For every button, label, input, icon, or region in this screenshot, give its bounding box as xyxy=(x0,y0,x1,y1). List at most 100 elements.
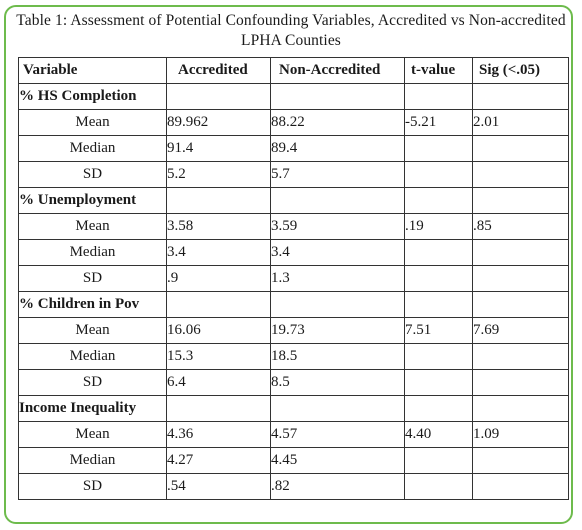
table-row: Median 3.4 3.4 xyxy=(18,239,569,266)
header-sig: Sig (<.05) xyxy=(472,57,569,84)
table-row: Median 91.4 89.4 xyxy=(18,135,569,162)
sig-cell xyxy=(472,343,569,370)
t-value-cell xyxy=(404,239,473,266)
accredited-cell: 4.27 xyxy=(166,447,271,474)
stat-label: Median xyxy=(18,135,167,162)
empty-cell xyxy=(166,187,271,214)
table-row: Median 4.27 4.45 xyxy=(18,447,569,474)
sig-cell xyxy=(472,265,569,292)
t-value-cell: 7.51 xyxy=(404,317,473,344)
empty-cell xyxy=(166,395,271,422)
header-row: Variable Accredited Non-Accredited t-val… xyxy=(18,57,569,84)
sig-cell xyxy=(472,161,569,188)
stat-label: Median xyxy=(18,239,167,266)
empty-cell xyxy=(472,83,569,110)
table-row: SD .9 1.3 xyxy=(18,265,569,292)
empty-cell xyxy=(472,291,569,318)
sig-cell: 1.09 xyxy=(472,421,569,448)
section-title: % Unemployment xyxy=(18,187,167,214)
stat-label: SD xyxy=(18,369,167,396)
empty-cell xyxy=(166,291,271,318)
empty-cell xyxy=(404,83,473,110)
header-t-value: t-value xyxy=(404,57,473,84)
non-accredited-cell: 5.7 xyxy=(270,161,405,188)
header-non-accredited: Non-Accredited xyxy=(270,57,405,84)
stat-label: Median xyxy=(18,447,167,474)
confounding-variables-table: Variable Accredited Non-Accredited t-val… xyxy=(18,57,569,500)
accredited-cell: 89.962 xyxy=(166,109,271,136)
empty-cell xyxy=(472,395,569,422)
t-value-cell: .19 xyxy=(404,213,473,240)
stat-label: SD xyxy=(18,473,167,500)
t-value-cell: 4.40 xyxy=(404,421,473,448)
t-value-cell xyxy=(404,343,473,370)
table-row: Mean 3.58 3.59.19.85 xyxy=(18,213,569,240)
table-row: SD 6.4 8.5 xyxy=(18,369,569,396)
sig-cell xyxy=(472,135,569,162)
non-accredited-cell: .82 xyxy=(270,473,405,500)
empty-cell xyxy=(270,187,405,214)
sig-cell xyxy=(472,447,569,474)
empty-cell xyxy=(404,291,473,318)
section-row: % HS Completion xyxy=(18,83,569,110)
sig-cell xyxy=(472,239,569,266)
table-body: % HS Completion Mean 89.962 88.22 -5.21 2.01 M… xyxy=(18,83,569,500)
non-accredited-cell: 3.4 xyxy=(270,239,405,266)
section-title: % HS Completion xyxy=(18,83,167,110)
section-row: Income Inequality xyxy=(18,395,569,422)
empty-cell xyxy=(270,83,405,110)
table-caption: Table 1: Assessment of Potential Confoun… xyxy=(16,12,566,49)
sig-cell xyxy=(472,473,569,500)
non-accredited-cell: 3.59 xyxy=(270,213,405,240)
sig-cell xyxy=(472,369,569,396)
section-title: Income Inequality xyxy=(18,395,167,422)
empty-cell xyxy=(472,187,569,214)
stat-label: SD xyxy=(18,265,167,292)
stat-label: Mean xyxy=(18,213,167,240)
sig-cell: .85 xyxy=(472,213,569,240)
accredited-cell: 91.4 xyxy=(166,135,271,162)
t-value-cell xyxy=(404,135,473,162)
empty-cell xyxy=(270,291,405,318)
stat-label: Mean xyxy=(18,109,167,136)
stat-label: Mean xyxy=(18,421,167,448)
section-title: % Children in Pov xyxy=(18,291,167,318)
accredited-cell: 6.4 xyxy=(166,369,271,396)
t-value-cell xyxy=(404,369,473,396)
t-value-cell xyxy=(404,473,473,500)
accredited-cell: 3.4 xyxy=(166,239,271,266)
table-row: Mean 16.06 19.73 7.51 7.69 xyxy=(18,317,569,344)
empty-cell xyxy=(404,187,473,214)
table-row: SD .54.82 xyxy=(18,473,569,500)
table-frame xyxy=(4,5,573,524)
table-row: SD 5.2 5.7 xyxy=(18,161,569,188)
non-accredited-cell: 1.3 xyxy=(270,265,405,292)
non-accredited-cell: 18.5 xyxy=(270,343,405,370)
stat-label: SD xyxy=(18,161,167,188)
table-row: Median 15.3 18.5 xyxy=(18,343,569,370)
sig-cell: 7.69 xyxy=(472,317,569,344)
empty-cell xyxy=(404,395,473,422)
t-value-cell xyxy=(404,265,473,292)
accredited-cell: 5.2 xyxy=(166,161,271,188)
table-row: Mean 89.962 88.22 -5.21 2.01 xyxy=(18,109,569,136)
header-variable: Variable xyxy=(18,57,167,84)
accredited-cell: 3.58 xyxy=(166,213,271,240)
non-accredited-cell: 89.4 xyxy=(270,135,405,162)
non-accredited-cell: 19.73 xyxy=(270,317,405,344)
sig-cell: 2.01 xyxy=(472,109,569,136)
accredited-cell: 15.3 xyxy=(166,343,271,370)
table-row: Mean 4.36 4.57 4.40 1.09 xyxy=(18,421,569,448)
non-accredited-cell: 88.22 xyxy=(270,109,405,136)
empty-cell xyxy=(166,83,271,110)
empty-cell xyxy=(270,395,405,422)
t-value-cell xyxy=(404,447,473,474)
stat-label: Median xyxy=(18,343,167,370)
t-value-cell xyxy=(404,161,473,188)
section-row: % Unemployment xyxy=(18,187,569,214)
stat-label: Mean xyxy=(18,317,167,344)
non-accredited-cell: 8.5 xyxy=(270,369,405,396)
non-accredited-cell: 4.45 xyxy=(270,447,405,474)
accredited-cell: 16.06 xyxy=(166,317,271,344)
accredited-cell: 4.36 xyxy=(166,421,271,448)
